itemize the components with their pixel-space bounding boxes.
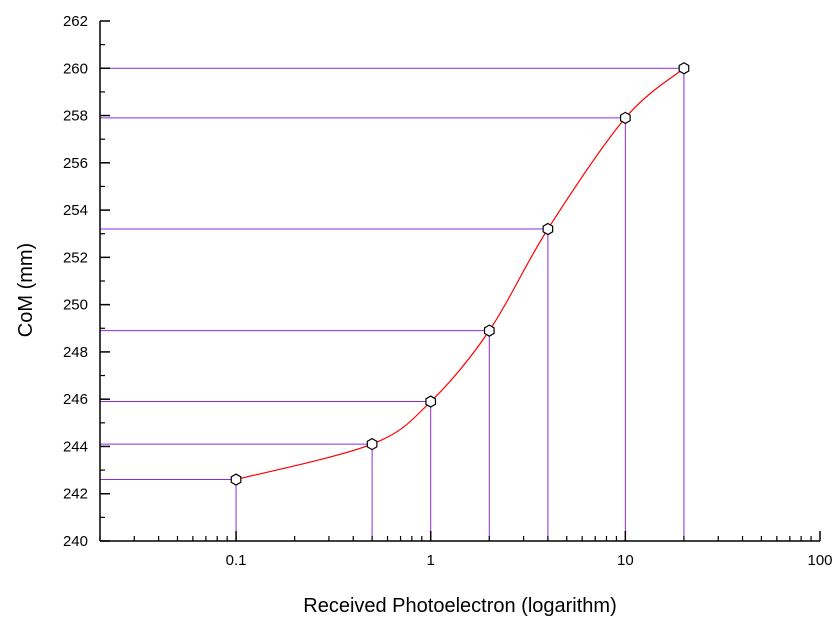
x-axis-title: Received Photoelectron (logarithm) bbox=[303, 595, 617, 617]
drop-lines bbox=[100, 67, 685, 541]
x-tick-label: 0.1 bbox=[226, 552, 247, 569]
x-ticks: 0.1 1 10 100 bbox=[99, 531, 833, 569]
y-ticks: 240 242 244 246 248 250 252 254 256 258 260 262 bbox=[63, 13, 110, 550]
y-tick-label: 254 bbox=[63, 202, 88, 219]
y-tick-label: 246 bbox=[63, 391, 88, 408]
y-axis-title: CoM (mm) bbox=[15, 243, 37, 337]
y-tick-label: 256 bbox=[63, 155, 88, 172]
data-point bbox=[425, 395, 437, 408]
axes bbox=[99, 21, 820, 542]
data-point bbox=[678, 62, 690, 75]
y-tick-label: 248 bbox=[63, 344, 88, 361]
y-tick-label: 244 bbox=[63, 438, 88, 455]
data-points bbox=[230, 62, 690, 486]
y-tick-label: 252 bbox=[63, 249, 88, 266]
y-tick-label: 262 bbox=[63, 13, 88, 30]
y-tick-label: 242 bbox=[63, 486, 88, 503]
y-tick-label: 258 bbox=[63, 108, 88, 125]
x-tick-label: 10 bbox=[617, 552, 634, 569]
data-point bbox=[619, 111, 631, 125]
x-tick-label: 1 bbox=[427, 552, 435, 569]
data-point bbox=[366, 437, 378, 451]
fit-curve bbox=[235, 67, 685, 481]
x-tick-label: 100 bbox=[807, 552, 832, 569]
data-point bbox=[230, 473, 242, 486]
data-point bbox=[483, 324, 495, 337]
y-tick-label: 240 bbox=[63, 533, 88, 550]
data-point bbox=[542, 222, 554, 236]
y-tick-label: 250 bbox=[63, 297, 88, 314]
y-tick-label: 260 bbox=[63, 60, 88, 77]
